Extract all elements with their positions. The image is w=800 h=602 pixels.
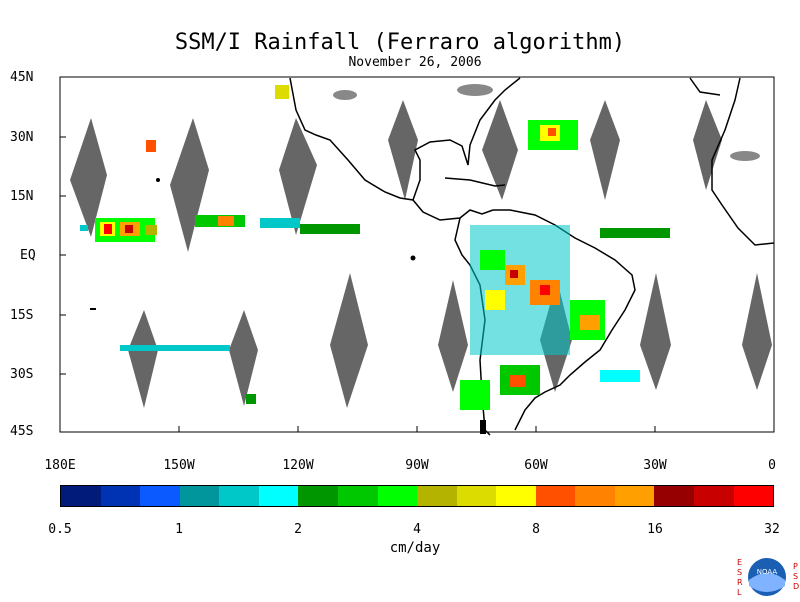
colorbar-swatch <box>140 486 180 506</box>
logo-letter: E <box>737 558 743 567</box>
colorbar-tick: 4 <box>413 522 421 537</box>
map-title: SSM/I Rainfall (Ferraro algorithm) <box>174 30 626 55</box>
map-frame <box>59 76 775 433</box>
swath-gap <box>70 118 107 237</box>
colorbar-tick: 2 <box>294 522 302 537</box>
lon-label: 120W <box>282 458 314 473</box>
swath-gap <box>330 273 368 408</box>
colorbar-tick: 32 <box>764 522 780 537</box>
colorbar-swatch <box>456 486 497 506</box>
swath-gap <box>590 100 620 200</box>
caribbean-islands <box>444 177 506 187</box>
colorbar-swatch <box>298 486 338 506</box>
lon-label: 180E <box>44 458 76 473</box>
colorbar-tick: 0.5 <box>48 522 72 537</box>
logo-letter: S <box>737 568 743 577</box>
great-lakes <box>333 84 760 161</box>
map-ticks <box>60 136 656 432</box>
lon-label: 60W <box>524 458 548 473</box>
colorbar-tick: 8 <box>532 522 540 537</box>
lat-label: 30S <box>10 367 34 382</box>
colorbar-swatch <box>179 486 220 506</box>
africa-coast <box>711 77 775 246</box>
lon-label: 0 <box>768 458 776 473</box>
colorbar-swatch <box>100 486 141 506</box>
swath-gap <box>279 118 317 235</box>
logo-letter: P <box>793 562 798 571</box>
swath-gap <box>388 100 418 200</box>
lat-label: 15S <box>10 308 34 323</box>
noaa-logo-icon: NOAA <box>748 558 786 596</box>
map-date: November 26, 2006 <box>348 55 482 70</box>
lon-label: 30W <box>643 458 667 473</box>
colorbar-swatch <box>337 486 378 506</box>
colorbar-swatch <box>694 486 734 506</box>
lon-label: 90W <box>405 458 429 473</box>
colorbar-swatch <box>417 486 457 506</box>
swath-gap <box>128 310 158 408</box>
lon-label: 150W <box>163 458 195 473</box>
swath-gap <box>482 100 518 200</box>
lat-label: 15N <box>10 189 34 204</box>
colorbar-swatch <box>733 486 774 506</box>
rainfall-patches <box>80 85 670 410</box>
colorbar-swatch <box>654 486 694 506</box>
swath-gap <box>438 280 468 392</box>
colorbar-swatch <box>61 486 101 506</box>
lat-label: 45S <box>10 424 34 439</box>
colorbar-swatch <box>614 486 655 506</box>
islands <box>90 178 486 434</box>
logo-text: NOAA <box>757 568 778 576</box>
logo-letter: R <box>737 578 743 587</box>
swath-gap <box>640 273 671 390</box>
colorbar-swatch <box>219 486 259 506</box>
noaa-logo: NOAA E S R L P S D <box>737 556 800 598</box>
units-label: cm/day <box>389 540 441 556</box>
lat-label: 30N <box>10 130 34 145</box>
colorbar-swatch <box>258 486 299 506</box>
colorbar-tick: 1 <box>175 522 183 537</box>
colorbar-swatch <box>496 486 536 506</box>
greenland-coast <box>689 77 721 96</box>
swath-gap <box>693 100 722 190</box>
swath-gap <box>170 118 209 252</box>
colorbar-swatch <box>575 486 615 506</box>
colorbar-tick: 16 <box>647 522 663 537</box>
logo-letter: S <box>793 572 799 581</box>
swath-gap <box>229 310 258 406</box>
north-america-coast <box>289 77 494 221</box>
colorbar-swatch <box>535 486 576 506</box>
colorbar-swatch <box>377 486 418 506</box>
logo-letter: D <box>793 582 800 591</box>
logo-letter: L <box>737 588 742 597</box>
swath-gap <box>742 273 772 390</box>
lat-label: EQ <box>20 248 36 263</box>
lat-label: 45N <box>10 70 34 85</box>
gulf-coast <box>412 77 521 201</box>
colorbar <box>60 485 774 507</box>
